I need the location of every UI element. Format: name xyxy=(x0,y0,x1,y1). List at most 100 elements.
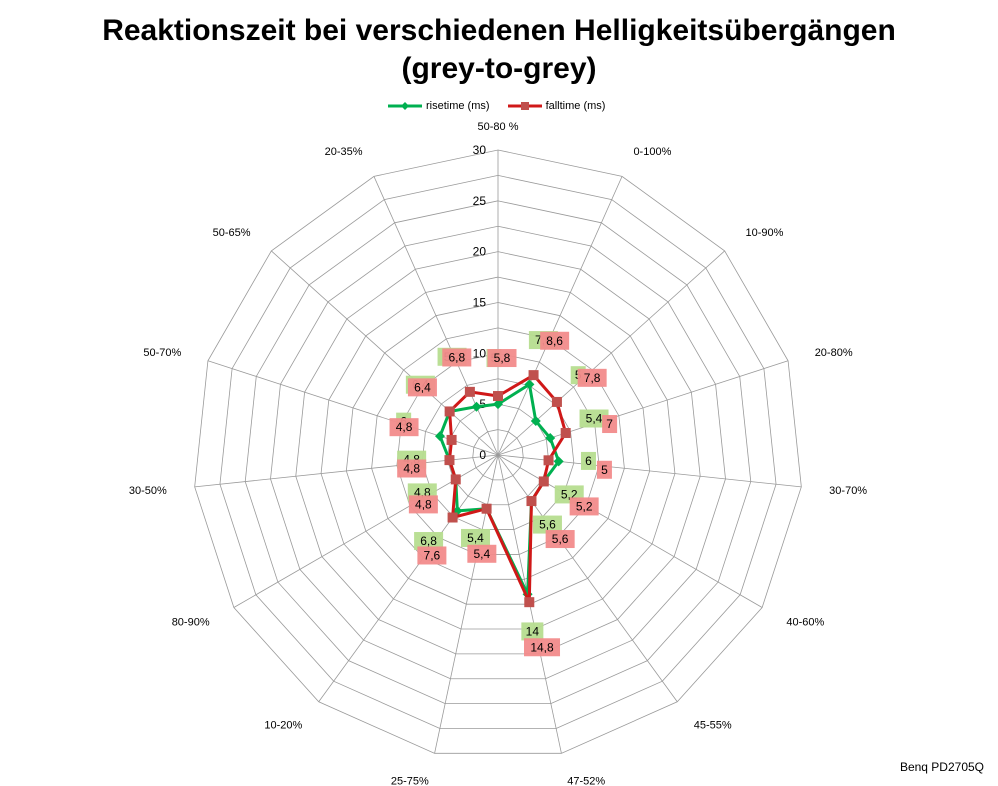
grid-ring xyxy=(194,149,802,754)
footnote: Benq PD2705Q xyxy=(899,760,984,774)
data-point-falltime xyxy=(481,503,492,514)
data-label: 7 xyxy=(606,417,613,431)
category-label: 50-70% xyxy=(143,347,181,359)
data-label-bg xyxy=(577,368,607,387)
category-label: 0-100% xyxy=(633,146,671,158)
category-label: 20-80% xyxy=(815,347,853,359)
grid-ring xyxy=(244,200,752,705)
category-label: 50-65% xyxy=(213,227,251,239)
data-label: 5,6 xyxy=(539,518,556,532)
axis-spoke xyxy=(271,250,499,456)
data-label-bg xyxy=(524,638,561,657)
radial-tick-label: 0 xyxy=(479,448,486,462)
radial-tick-label: 30 xyxy=(473,143,487,157)
data-label-bg xyxy=(442,348,472,367)
data-label-bg xyxy=(545,530,575,549)
grid-ring xyxy=(295,251,701,655)
category-label: 20-35% xyxy=(325,146,363,158)
data-point-falltime xyxy=(464,386,475,397)
series-falltime xyxy=(444,370,571,608)
data-label-bg xyxy=(569,497,599,516)
category-label: 50-80 % xyxy=(478,121,519,133)
data-label-bg xyxy=(461,528,491,547)
data-label: 6,8 xyxy=(420,534,437,548)
data-label-bg xyxy=(579,409,609,428)
radial-tick-label: 20 xyxy=(473,245,487,259)
data-point-risetime xyxy=(434,431,445,442)
data-label: 7,6 xyxy=(424,548,441,562)
series-layer xyxy=(434,370,571,608)
category-label: 40-60% xyxy=(786,617,824,629)
data-label: 5,4 xyxy=(586,412,603,426)
legend-marker-risetime xyxy=(388,102,422,110)
data-label: 5,4 xyxy=(474,547,491,561)
data-label: 4,8 xyxy=(396,420,413,434)
legend-marker-falltime xyxy=(507,102,542,110)
radial-tick-label: 15 xyxy=(473,296,487,310)
category-label: 30-50% xyxy=(129,485,167,497)
data-label-bg xyxy=(417,546,447,565)
category-labels: 50-80 % 0-100% 10-90% 20-80% 30-70% 40-60% 45-… xyxy=(129,121,867,786)
data-label: 14 xyxy=(526,624,540,638)
radial-tick-label: 5 xyxy=(479,397,486,411)
data-label: 6 xyxy=(585,454,592,468)
data-point-risetime xyxy=(493,399,503,410)
data-point-falltime xyxy=(528,370,539,381)
data-point-falltime xyxy=(450,474,461,485)
data-label-bg xyxy=(532,515,562,534)
axis-spoke xyxy=(497,454,678,702)
legend: risetime (ms) falltime (ms) xyxy=(388,100,605,112)
series-line xyxy=(447,373,568,604)
category-label: 45-55% xyxy=(694,719,732,731)
category-label: 25-75% xyxy=(391,776,429,786)
data-label-bg xyxy=(414,532,444,551)
data-label-bg xyxy=(408,495,438,514)
data-label: 14,8 xyxy=(530,640,554,654)
axis-spoke xyxy=(497,176,623,456)
legend-label-falltime: falltime (ms) xyxy=(545,100,606,112)
category-label: 10-90% xyxy=(745,227,783,239)
grid-ring xyxy=(371,327,625,580)
data-label: 6,8 xyxy=(448,350,465,364)
category-label: 10-20% xyxy=(264,719,302,731)
legend-item-risetime: risetime (ms) xyxy=(388,100,490,112)
data-label: 5,8 xyxy=(494,351,511,365)
data-label: 5,6 xyxy=(552,532,569,546)
data-point-falltime xyxy=(526,496,537,507)
data-point-falltime xyxy=(543,455,554,466)
data-label: 5,2 xyxy=(576,499,593,513)
legend-label-risetime: risetime (ms) xyxy=(426,100,490,112)
grid-ring xyxy=(447,403,549,506)
chart-title-line-2: (grey-to-grey) xyxy=(401,52,597,85)
grid-ring xyxy=(345,302,651,605)
data-point-falltime xyxy=(447,512,458,523)
data-label: 4,8 xyxy=(403,461,420,475)
data-point-falltime xyxy=(560,428,571,439)
data-point-risetime xyxy=(471,401,482,412)
axis-spoke xyxy=(318,454,499,702)
data-label-bg xyxy=(596,460,612,479)
data-point-falltime xyxy=(538,476,549,487)
category-label: 47-52% xyxy=(567,776,605,786)
data-label: 4,8 xyxy=(415,497,432,511)
data-labels: 57,655,465,25,6145,46,84,84,866,45,25,88… xyxy=(389,331,618,657)
data-point-falltime xyxy=(551,396,562,407)
radial-tick-labels: 0 5 10 15 20 25 30 xyxy=(473,143,487,462)
data-label-bg xyxy=(602,415,618,434)
grid-ring xyxy=(219,175,777,729)
data-label: 5 xyxy=(601,463,608,477)
data-label-bg xyxy=(521,622,544,641)
radial-tick-label: 25 xyxy=(473,194,487,208)
data-point-risetime xyxy=(545,433,556,444)
data-point-risetime xyxy=(553,456,564,467)
category-label: 80-90% xyxy=(172,617,210,629)
grid-ring xyxy=(320,276,676,630)
data-label-bg xyxy=(467,544,497,563)
grid-ring xyxy=(270,225,726,680)
radar-grid xyxy=(194,149,802,754)
chart-title-line-1: Reaktionszeit bei verschiedenen Helligke… xyxy=(102,14,896,47)
data-label-bg xyxy=(580,451,596,470)
data-point-risetime xyxy=(524,379,535,390)
data-point-risetime xyxy=(530,415,541,426)
data-label: 5,4 xyxy=(467,531,484,545)
